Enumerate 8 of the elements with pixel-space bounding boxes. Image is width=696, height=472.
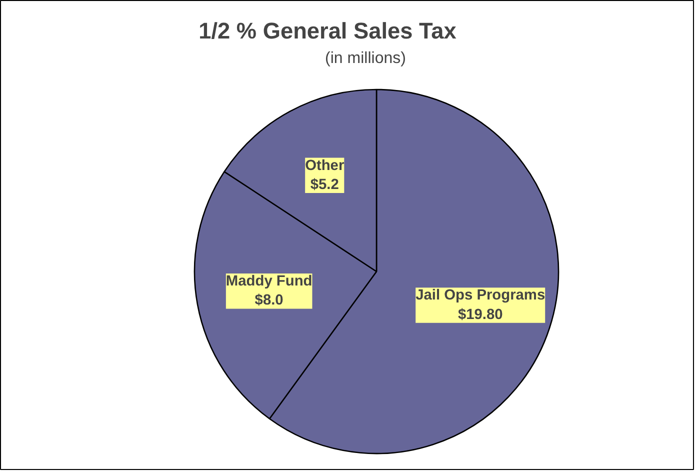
slice-label: Jail Ops Programs bbox=[416, 288, 546, 304]
data-label: $19.80 bbox=[458, 306, 503, 323]
data-label: $5.2 bbox=[310, 177, 339, 194]
slice-label: Other bbox=[305, 158, 344, 174]
slice-label: Maddy Fund bbox=[226, 274, 312, 290]
data-label: $8.0 bbox=[254, 292, 284, 309]
chart-subtitle: (in millions) bbox=[325, 50, 406, 67]
chart-title: 1/2 % General Sales Tax bbox=[198, 18, 457, 44]
